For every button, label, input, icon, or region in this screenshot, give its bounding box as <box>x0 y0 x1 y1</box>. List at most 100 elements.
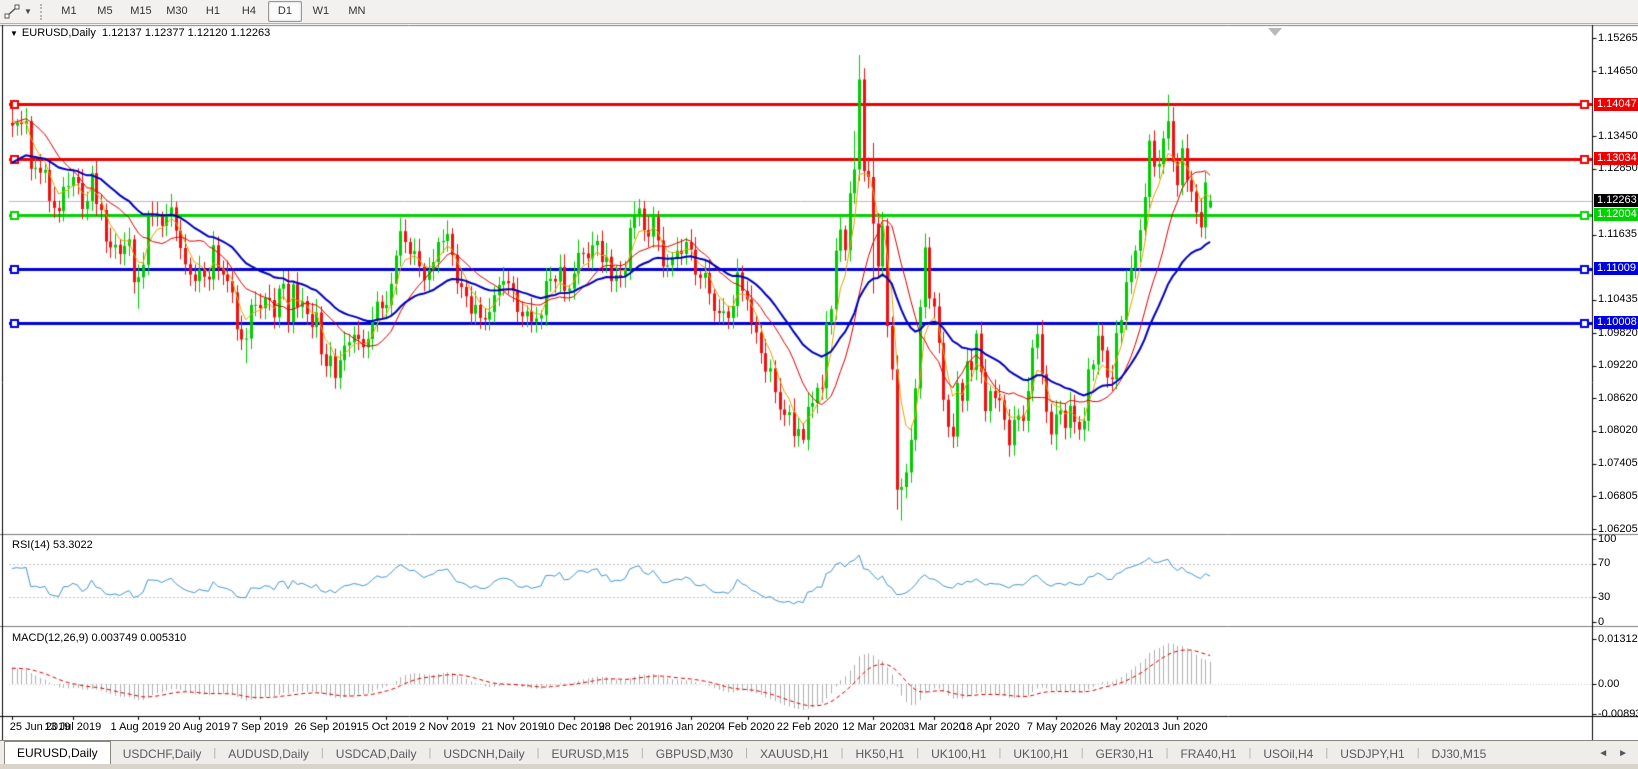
tab-divider: | <box>1325 747 1329 759</box>
symbol-tab-dj30-m15[interactable]: DJ30,M15 <box>1431 747 1487 761</box>
chart-ohlc-values: 1.12137 1.12377 1.12120 1.12263 <box>102 27 271 39</box>
timeframe-button-h4[interactable]: H4 <box>241 5 256 17</box>
tab-divider: | <box>428 747 432 759</box>
tab-divider: | <box>1080 747 1084 759</box>
timeframe-button-m1[interactable]: M1 <box>61 5 77 17</box>
timeframe-button-m15[interactable]: M15 <box>130 5 152 17</box>
date-label: 25 Jun 2019 <box>9 721 71 733</box>
price-tick-label: 1.08020 <box>1598 424 1638 437</box>
symbol-tab-hk50-h1[interactable]: HK50,H1 <box>855 747 905 761</box>
date-label: 20 Aug 2019 <box>168 721 231 733</box>
symbol-tab-fra40-h1[interactable]: FRA40,H1 <box>1180 747 1237 761</box>
macd-tick-label: -0.008933 <box>1598 707 1638 720</box>
chart-canvas[interactable] <box>0 0 1638 741</box>
price-tick-label: 1.06205 <box>1598 522 1638 535</box>
date-label: 18 Apr 2020 <box>960 721 1020 733</box>
level-price-label: 1.11009 <box>1594 262 1638 276</box>
date-label: 28 Dec 2019 <box>598 721 661 733</box>
price-tick-label: 1.09220 <box>1598 359 1638 372</box>
chart-shift-marker-icon[interactable] <box>1268 28 1282 36</box>
tab-divider: | <box>640 747 644 759</box>
tab-divider: | <box>1165 747 1169 759</box>
tab-divider: | <box>1416 747 1420 759</box>
tab-divider: | <box>1248 747 1252 759</box>
level-price-label: 1.12004 <box>1594 208 1638 222</box>
symbol-tab-usdcad-daily[interactable]: USDCAD,Daily <box>335 747 417 761</box>
rsi-tick-label: 0 <box>1598 615 1605 628</box>
tab-divider: | <box>998 747 1002 759</box>
date-label: 21 Nov 2019 <box>481 721 544 733</box>
symbol-tab-ger30-h1[interactable]: GER30,H1 <box>1095 747 1154 761</box>
timeframe-toolbar: ▼ M1 M5 M15 M30 H1 H4 D1 W1 MN <box>0 0 1638 24</box>
tab-scroll-right-icon[interactable]: ► <box>1618 747 1628 759</box>
symbol-tab-xauusd-h1[interactable]: XAUUSD,H1 <box>759 747 829 761</box>
symbol-tab-gbpusd-m30[interactable]: GBPUSD,M30 <box>655 747 734 761</box>
price-tick-label: 1.09820 <box>1598 326 1638 339</box>
price-tick-label: 1.11635 <box>1598 228 1637 241</box>
symbol-tab-usdjpy-h1[interactable]: USDJPY,H1 <box>1340 747 1405 761</box>
chart-area: ▼ EURUSD,Daily 1.12137 1.12377 1.12120 1.… <box>0 0 1638 741</box>
chart-title: ▼ EURUSD,Daily 1.12137 1.12377 1.12120 1.… <box>10 27 270 39</box>
date-label: 7 Sep 2019 <box>231 721 289 733</box>
date-label: 7 May 2020 <box>1026 721 1085 733</box>
tab-scroll-left-icon[interactable]: ◄ <box>1598 747 1609 759</box>
window-bottom-edge <box>0 764 1638 769</box>
macd-tick-label: 0.00 <box>1598 677 1620 690</box>
date-label: 2 Nov 2019 <box>419 721 476 733</box>
timeframe-button-mn[interactable]: MN <box>348 5 366 17</box>
rsi-pane-title: RSI(14) 53.3022 <box>12 539 93 551</box>
macd-tick-label: 0.013121 <box>1598 632 1638 645</box>
toolbar-grip <box>39 3 45 20</box>
date-label: 26 May 2020 <box>1084 721 1149 733</box>
price-tick-label: 1.13450 <box>1598 129 1638 142</box>
symbol-tab-usdcnh-daily[interactable]: USDCNH,Daily <box>443 747 525 761</box>
symbol-tab-uk100-h1[interactable]: UK100,H1 <box>931 747 987 761</box>
tab-divider: | <box>536 747 540 759</box>
date-label: 22 Feb 2020 <box>776 721 839 733</box>
rsi-tick-label: 30 <box>1598 590 1611 603</box>
line-studies-icon[interactable] <box>4 4 22 20</box>
timeframe-button-m5[interactable]: M5 <box>97 5 113 17</box>
date-label: 15 Oct 2019 <box>356 721 417 733</box>
symbol-tab-uk100-h1[interactable]: UK100,H1 <box>1013 747 1069 761</box>
date-label: 26 Sep 2019 <box>294 721 357 733</box>
tool-dropdown-caret-icon[interactable]: ▼ <box>24 7 32 16</box>
macd-current-values: 0.003749 0.005310 <box>91 632 187 644</box>
symbol-tab-usdchf-daily[interactable]: USDCHF,Daily <box>122 747 202 761</box>
rsi-tick-label: 100 <box>1598 532 1617 545</box>
tab-divider: | <box>320 747 324 759</box>
date-label: 12 Mar 2020 <box>842 721 904 733</box>
tab-divider: | <box>213 747 217 759</box>
price-tick-label: 1.10435 <box>1598 293 1638 306</box>
date-label: 10 Dec 2019 <box>542 721 605 733</box>
tab-divider: | <box>745 747 748 759</box>
level-price-label: 1.10008 <box>1594 316 1638 330</box>
chart-dropdown-icon[interactable]: ▼ <box>10 29 18 38</box>
symbol-tab-eurusd-m15[interactable]: EURUSD,M15 <box>551 747 629 761</box>
rsi-tick-label: 70 <box>1598 557 1611 570</box>
timeframe-button-d1[interactable]: D1 <box>267 1 302 22</box>
symbol-tab-usoil-h4[interactable]: USOil,H4 <box>1263 747 1314 761</box>
current-price-label: 1.12263 <box>1594 194 1638 208</box>
chart-symbol-period: EURUSD,Daily <box>21 27 96 39</box>
timeframe-button-w1[interactable]: W1 <box>312 5 330 17</box>
symbol-tab-bar: EURUSD,Daily USDCHF,Daily | AUDUSD,Daily | US… <box>0 740 1638 765</box>
date-label: 4 Feb 2020 <box>718 721 775 733</box>
date-label: 1 Aug 2019 <box>110 721 167 733</box>
date-label: 13 Jul 2019 <box>44 721 102 733</box>
symbol-tab-eurusd-daily[interactable]: EURUSD,Daily <box>4 741 111 765</box>
level-price-label: 1.13034 <box>1594 152 1638 166</box>
date-label: 31 Mar 2020 <box>903 721 965 733</box>
price-tick-label: 1.08620 <box>1598 391 1638 404</box>
date-label: 13 Jun 2020 <box>1147 721 1208 733</box>
price-tick-label: 1.15265 <box>1598 31 1638 44</box>
date-label: 16 Jan 2020 <box>660 721 721 733</box>
symbol-tab-audusd-daily[interactable]: AUDUSD,Daily <box>228 747 309 761</box>
macd-pane-title: MACD(12,26,9) 0.003749 0.005310 <box>12 632 187 644</box>
rsi-current-value: 53.3022 <box>52 539 93 551</box>
level-price-label: 1.14047 <box>1594 97 1638 111</box>
timeframe-button-m30[interactable]: M30 <box>166 5 188 17</box>
tab-divider: | <box>840 747 844 759</box>
timeframe-button-h1[interactable]: H1 <box>205 5 220 17</box>
